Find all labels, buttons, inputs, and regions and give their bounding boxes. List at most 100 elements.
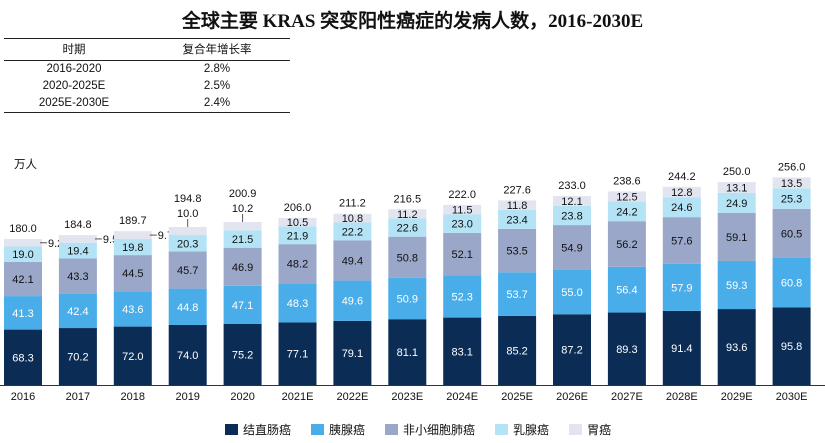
data-label: 55.0 bbox=[561, 287, 582, 299]
data-label: 11.5 bbox=[452, 205, 473, 217]
total-label: 200.9 bbox=[229, 188, 257, 200]
legend-swatch bbox=[225, 424, 238, 435]
bar-segment bbox=[443, 317, 482, 385]
data-label: 46.9 bbox=[232, 262, 253, 274]
bar-segment bbox=[662, 310, 701, 385]
data-label: 22.6 bbox=[397, 223, 418, 235]
data-label: 44.5 bbox=[122, 268, 143, 280]
data-label: 59.1 bbox=[726, 232, 747, 244]
data-label: 10.5 bbox=[287, 217, 308, 229]
bar-segment bbox=[662, 263, 701, 311]
data-label: 75.2 bbox=[232, 349, 253, 361]
x-tick-label: 2024E bbox=[446, 391, 478, 403]
bar-segment bbox=[717, 213, 756, 261]
bar-segment bbox=[662, 197, 701, 218]
data-label: 21.9 bbox=[287, 230, 308, 242]
legend-swatch bbox=[385, 424, 399, 435]
data-label: 11.8 bbox=[507, 200, 528, 212]
y-axis-unit-label: 万人 bbox=[14, 159, 37, 171]
cagr-header-period: 时期 bbox=[4, 38, 144, 61]
data-label: 44.8 bbox=[177, 302, 198, 314]
bar-segment bbox=[772, 188, 811, 209]
x-tick-label: 2025E bbox=[501, 391, 533, 403]
data-label: 10.2 bbox=[232, 203, 253, 215]
bar-segment bbox=[113, 239, 152, 256]
x-tick-label: 2026E bbox=[556, 391, 588, 403]
cagr-rate: 2.8% bbox=[203, 63, 231, 75]
bar-segment bbox=[113, 255, 152, 292]
bar-segment bbox=[662, 186, 701, 198]
data-label: 49.6 bbox=[342, 296, 363, 308]
bar-segment bbox=[772, 177, 811, 189]
cagr-period: 2016-2020 bbox=[46, 63, 102, 75]
bar-segment bbox=[498, 272, 537, 316]
cagr-period: 2025E-2030E bbox=[4, 95, 144, 113]
data-label: 79.1 bbox=[342, 348, 363, 360]
bar-segment bbox=[388, 319, 427, 385]
data-label: 12.5 bbox=[616, 191, 637, 203]
bar-segment bbox=[443, 214, 482, 233]
x-tick-label: 2020 bbox=[230, 391, 254, 403]
table-row: 2020-2025E 2.5% bbox=[4, 78, 290, 95]
bar-segment bbox=[772, 307, 811, 385]
data-label: 12.1 bbox=[561, 196, 582, 208]
bar-segment bbox=[168, 288, 207, 325]
total-label: 238.6 bbox=[613, 175, 641, 187]
legend-swatch bbox=[311, 424, 325, 435]
data-label: 24.2 bbox=[616, 206, 637, 218]
data-label: 19.0 bbox=[12, 249, 33, 261]
bar-segment bbox=[58, 258, 97, 294]
cagr-period: 2020-2025E bbox=[42, 80, 106, 92]
data-label: 43.3 bbox=[67, 271, 88, 283]
data-label: 23.4 bbox=[506, 214, 527, 226]
bar-segment bbox=[772, 257, 811, 308]
data-label: 42.4 bbox=[67, 306, 88, 318]
bar-segment bbox=[168, 226, 207, 236]
bar-segment bbox=[388, 277, 427, 320]
cagr-table: 时期 复合年增长率 2016-2020 2.8% 2020-2025E 2.5%… bbox=[4, 38, 290, 113]
total-label: 194.8 bbox=[174, 193, 202, 205]
legend-swatch bbox=[495, 424, 509, 435]
bar-segment bbox=[498, 200, 537, 210]
bar-segment bbox=[717, 192, 756, 213]
bar-segment bbox=[498, 315, 537, 385]
total-label: 216.5 bbox=[394, 193, 422, 205]
bar-segment bbox=[388, 209, 427, 219]
x-tick-label: 2029E bbox=[721, 391, 753, 403]
data-label: 56.2 bbox=[616, 239, 637, 251]
bar-segment bbox=[113, 291, 152, 327]
x-tick-label: 2030E bbox=[776, 391, 808, 403]
data-label: 41.3 bbox=[12, 308, 33, 320]
bar-segment bbox=[168, 324, 207, 385]
chart-title: 全球主要 KRAS 突变阳性癌症的发病人数，2016-2030E bbox=[181, 11, 644, 32]
data-label: 52.1 bbox=[451, 249, 472, 261]
data-label: 72.0 bbox=[122, 351, 143, 363]
data-label: 83.1 bbox=[451, 346, 472, 358]
total-label: 206.0 bbox=[284, 202, 312, 214]
total-label: 180.0 bbox=[9, 223, 37, 235]
data-label: 10.8 bbox=[342, 213, 363, 225]
bar-segment bbox=[553, 195, 591, 206]
data-label: 21.5 bbox=[232, 234, 253, 246]
chart-legend: 结直肠癌 胰腺癌 非小细胞肺癌 乳腺癌 胃癌 bbox=[225, 421, 611, 438]
total-label: 250.0 bbox=[723, 166, 751, 178]
bar-segment bbox=[278, 217, 317, 227]
bar-segment bbox=[168, 235, 207, 252]
bar-segment bbox=[772, 208, 811, 258]
x-tick-label: 2022E bbox=[336, 391, 368, 403]
legend-label: 结直肠癌 bbox=[243, 423, 292, 437]
bar-segment bbox=[443, 275, 482, 318]
data-label: 13.5 bbox=[781, 178, 802, 190]
data-label: 13.1 bbox=[726, 182, 747, 194]
bar-segment bbox=[4, 261, 42, 297]
table-row: 2025E-2030E 2.4% bbox=[4, 95, 290, 113]
data-label: 48.3 bbox=[287, 298, 308, 310]
data-label: 25.3 bbox=[781, 194, 802, 206]
legend-item: 乳腺癌 bbox=[495, 421, 549, 438]
bar-segment bbox=[168, 251, 207, 289]
table-row: 2016-2020 2.8% bbox=[4, 61, 290, 79]
data-label: 93.6 bbox=[726, 342, 747, 354]
legend-item: 胃癌 bbox=[569, 421, 611, 438]
bar-segment bbox=[553, 314, 591, 385]
